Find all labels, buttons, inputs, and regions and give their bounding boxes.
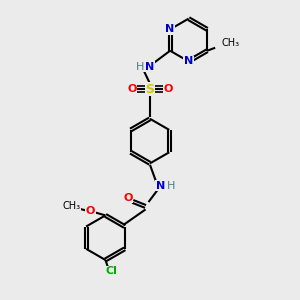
Text: O: O	[86, 206, 95, 216]
Text: H: H	[135, 62, 144, 72]
Text: N: N	[166, 24, 175, 34]
Text: O: O	[163, 84, 172, 94]
Text: H: H	[167, 181, 175, 191]
Text: N: N	[156, 181, 165, 191]
Text: N: N	[145, 62, 154, 72]
Text: CH₃: CH₃	[62, 201, 80, 211]
Text: S: S	[146, 82, 154, 96]
Text: N: N	[184, 56, 193, 66]
Text: O: O	[128, 84, 137, 94]
Text: CH₃: CH₃	[221, 38, 239, 48]
Text: O: O	[123, 193, 132, 202]
Text: Cl: Cl	[105, 266, 117, 276]
